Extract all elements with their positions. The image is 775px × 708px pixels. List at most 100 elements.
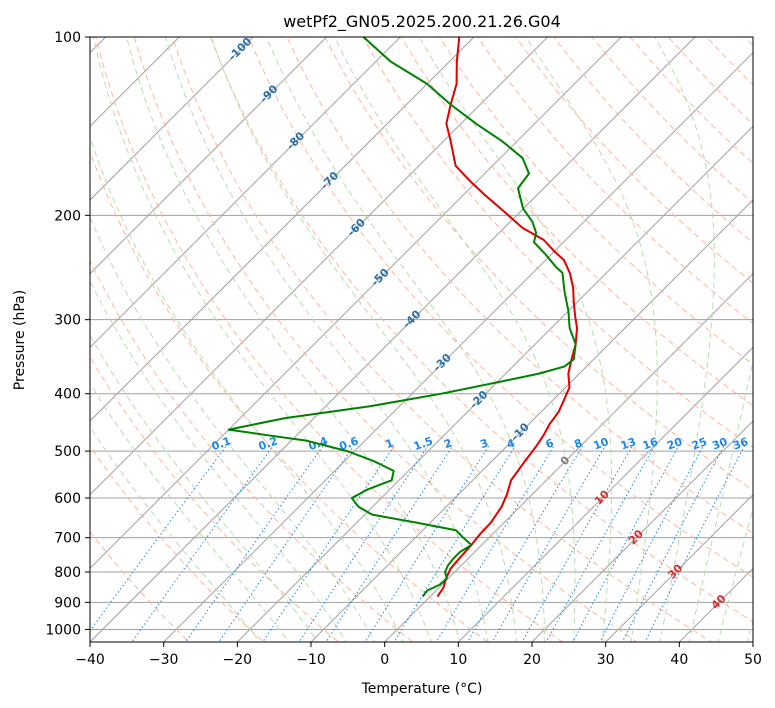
mixing-ratio-line [393,445,516,642]
y-tick-label: 300 [54,313,81,329]
mixing-ratio-line [572,445,680,642]
x-axis-label: Temperature (°C) [361,681,483,697]
mixing-ratio-line [545,445,656,642]
mixing-ratio-label: 1.5 [412,434,435,453]
dry-adiabat-line [286,37,753,534]
moist-adiabat-line [90,426,261,642]
dewpoint-line [227,37,577,598]
dry-adiabat-line [248,37,753,578]
dry-adiabat-line [90,150,489,642]
mixing-ratio-label: 10 [592,435,611,453]
chart-title: wetPf2_GN05.2025.200.21.26.G04 [283,12,561,32]
y-tick-label: 1000 [45,622,81,638]
y-tick-label: 700 [54,531,81,547]
mixing-ratio-line [521,445,633,642]
moist-adiabat-line [164,37,489,642]
x-tick-label: 50 [744,652,762,668]
y-axis-label: Pressure (hPa) [12,290,28,390]
moist-adiabat-line [126,37,461,642]
mixing-ratio-line [218,445,355,642]
mixing-ratio-line [621,445,725,642]
mixing-ratio-label: 4 [505,436,517,451]
x-tick-label: 0 [380,652,389,668]
x-tick-label: −10 [296,652,326,668]
y-tick-label: 600 [54,491,81,507]
mixing-ratio-line [435,445,555,642]
moist-adiabat-line [266,37,546,642]
isotherm-line [90,37,696,642]
dry-adiabat-line [90,531,190,642]
mixing-ratio-line [644,445,745,642]
background-lines [90,37,753,642]
mixing-ratio-label: 30 [710,435,729,453]
mixing-ratio-line [262,445,395,642]
isotherm-line [457,346,753,642]
y-tick-label: 200 [54,208,81,224]
mixing-ratio-label: 3 [478,436,490,451]
mixing-ratio-label: 20 [665,435,684,453]
moist-adiabat-line [90,135,404,642]
moist-adiabat-line [92,37,432,642]
dry-adiabat-line [133,37,638,642]
isotherm-line [531,420,753,642]
dry-adiabat-line [90,356,339,642]
x-tick-label: −30 [149,652,179,668]
y-tick-label: 100 [54,30,81,46]
y-tick-label: 900 [54,595,81,611]
y-tick-label: 500 [54,444,81,460]
isotherm-line [90,37,181,128]
mixing-ratio-label: 8 [572,436,584,451]
plot-frame [89,36,754,643]
isotherm-line [90,37,623,570]
mixing-ratio-label: 25 [690,435,709,452]
moist-adiabat-line [90,215,376,642]
x-tick-label: 10 [449,652,467,668]
mixing-ratio-line [131,445,274,642]
mixing-ratio-line [491,445,606,642]
dry-adiabat-line [515,37,753,284]
x-tick-label: −20 [223,652,253,668]
mixing-ratio-label: 36 [731,435,750,453]
mixing-ratio-line [466,445,584,642]
dry-adiabat-line [362,37,753,449]
moist-adiabat-line [525,37,658,642]
isotherm-line [90,37,475,422]
x-tick-label: 40 [670,652,688,668]
axes: −40 −30 −20 −10 0 10 20 30 40 5010020030040050060… [45,30,762,668]
moist-adiabat-line [90,279,347,642]
moist-adiabat-line [90,382,290,642]
mixing-ratio-label: 1 [384,436,396,451]
moist-adiabat-line [334,37,576,642]
y-tick-label: 400 [54,387,81,403]
mixing-ratio-label: 6 [544,436,556,451]
mixing-ratio-label: 0.2 [257,434,280,453]
isotherm-line [90,37,254,201]
mixing-ratio-line [364,445,490,642]
dry-adiabat-line [90,259,414,642]
dry-adiabat-line [324,37,753,491]
y-tick-label: 800 [54,565,81,581]
temperature-line [436,37,579,598]
moist-adiabat-line [210,37,517,642]
isotherm-line [310,199,753,642]
dry-adiabat-line [171,37,713,642]
moist-adiabat-line [90,334,319,642]
isotherm-line [162,51,753,642]
isotherm-line [90,37,402,349]
dry-adiabat-line [209,37,753,623]
isotherm-line [604,493,753,642]
moist-adiabat-line [418,37,613,642]
isotherm-line [383,272,753,642]
moist-adiabat-line [717,506,753,642]
mixing-ratio-label: 0.6 [338,434,361,453]
moist-adiabat-line [688,358,753,642]
dry-adiabat-line [95,37,564,642]
moist-adiabat-line [654,37,715,642]
x-tick-label: −40 [75,652,105,668]
x-tick-label: 30 [597,652,615,668]
isotherm-line [90,37,328,275]
profile-lines [227,37,579,598]
plot-background [90,37,753,642]
isotherm-line [236,125,753,642]
